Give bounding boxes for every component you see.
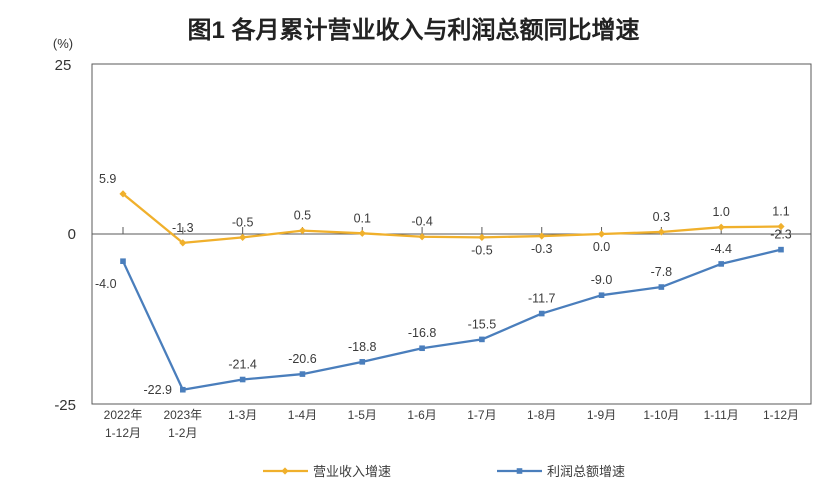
svg-text:-4.4: -4.4: [710, 242, 732, 256]
svg-text:-2.3: -2.3: [770, 228, 792, 242]
svg-text:-4.0: -4.0: [95, 277, 117, 291]
svg-text:-20.6: -20.6: [288, 352, 317, 366]
svg-text:0.1: 0.1: [354, 211, 371, 225]
svg-text:利润总额增速: 利润总额增速: [547, 464, 625, 479]
svg-text:-1.3: -1.3: [172, 221, 194, 235]
svg-text:0: 0: [68, 226, 76, 243]
svg-text:-0.5: -0.5: [471, 243, 493, 257]
svg-text:0.3: 0.3: [653, 210, 670, 224]
svg-text:营业收入增速: 营业收入增速: [313, 464, 391, 479]
svg-text:-0.3: -0.3: [531, 242, 553, 256]
svg-text:1-9月: 1-9月: [587, 408, 616, 422]
svg-text:-9.0: -9.0: [591, 273, 613, 287]
svg-text:1-6月: 1-6月: [407, 408, 436, 422]
svg-text:-22.9: -22.9: [144, 383, 173, 397]
svg-text:1-11月: 1-11月: [704, 408, 739, 422]
svg-text:1-7月: 1-7月: [467, 408, 496, 422]
svg-text:-25: -25: [54, 397, 76, 414]
svg-text:1.1: 1.1: [772, 205, 789, 219]
svg-text:1-12月: 1-12月: [105, 426, 141, 440]
svg-text:5.9: 5.9: [99, 172, 116, 186]
svg-text:-11.7: -11.7: [528, 292, 556, 306]
svg-text:-7.8: -7.8: [651, 265, 673, 279]
svg-text:1-5月: 1-5月: [348, 408, 377, 422]
svg-text:1-2月: 1-2月: [168, 426, 197, 440]
svg-text:-15.5: -15.5: [468, 317, 497, 331]
svg-text:1-12月: 1-12月: [763, 408, 799, 422]
svg-text:-0.4: -0.4: [411, 215, 433, 229]
svg-text:1-8月: 1-8月: [527, 408, 556, 422]
svg-text:1.0: 1.0: [712, 205, 729, 219]
svg-text:1-4月: 1-4月: [288, 408, 317, 422]
svg-text:0.5: 0.5: [294, 209, 311, 223]
svg-text:-0.5: -0.5: [232, 215, 254, 229]
svg-text:2022年: 2022年: [104, 408, 143, 422]
svg-text:1-3月: 1-3月: [228, 408, 257, 422]
svg-text:25: 25: [55, 57, 72, 74]
svg-text:-18.8: -18.8: [348, 340, 377, 354]
svg-text:2023年: 2023年: [163, 408, 202, 422]
svg-text:-16.8: -16.8: [408, 326, 437, 340]
svg-text:0.0: 0.0: [593, 240, 610, 254]
svg-text:-21.4: -21.4: [228, 358, 257, 372]
svg-text:1-10月: 1-10月: [643, 408, 679, 422]
